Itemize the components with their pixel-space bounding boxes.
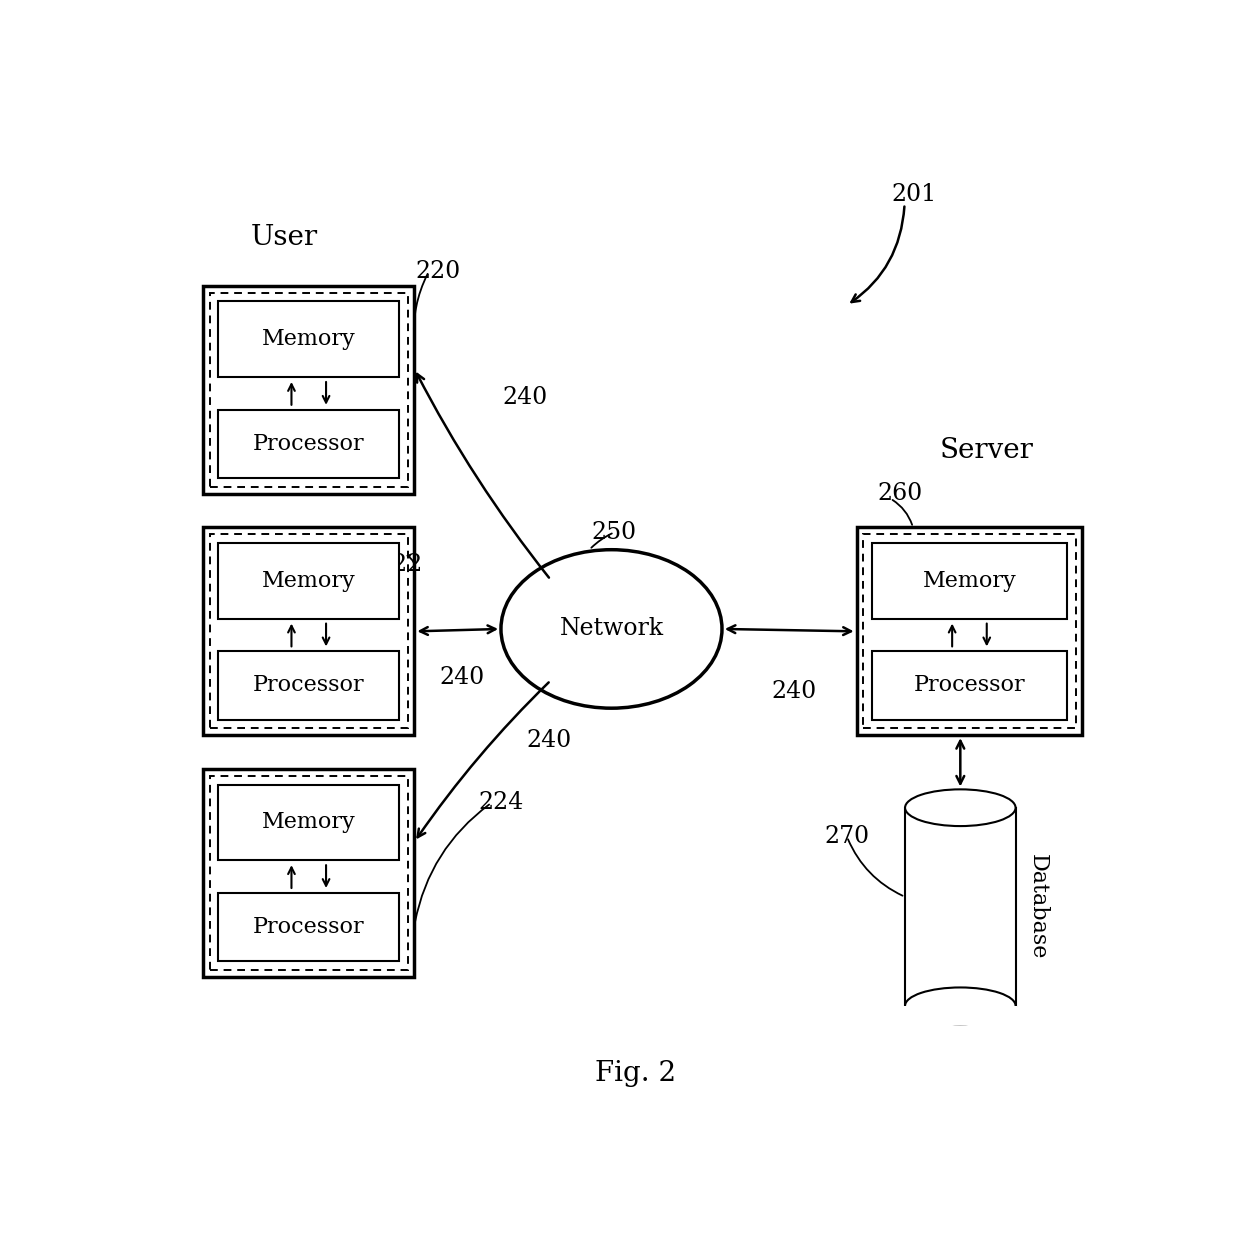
Bar xyxy=(905,808,1016,1005)
Text: Memory: Memory xyxy=(262,812,356,833)
Text: Network: Network xyxy=(559,617,663,640)
Text: 250: 250 xyxy=(591,521,637,543)
Bar xyxy=(203,769,414,976)
Bar xyxy=(210,776,408,970)
Ellipse shape xyxy=(905,789,1016,826)
Ellipse shape xyxy=(905,988,1016,1024)
Text: Memory: Memory xyxy=(923,570,1017,592)
Bar xyxy=(218,892,399,961)
Bar xyxy=(863,535,1075,728)
Text: Server: Server xyxy=(940,437,1033,463)
Bar xyxy=(903,1005,1018,1025)
Text: 240: 240 xyxy=(771,680,817,703)
Bar xyxy=(218,651,399,720)
Text: 224: 224 xyxy=(479,792,523,814)
Bar xyxy=(872,651,1066,720)
Bar xyxy=(218,409,399,478)
Text: 201: 201 xyxy=(892,182,936,206)
Bar xyxy=(203,527,414,735)
Bar xyxy=(857,527,1083,735)
Text: 222: 222 xyxy=(377,552,423,576)
Text: Memory: Memory xyxy=(262,329,356,350)
Bar xyxy=(210,292,408,487)
Text: 270: 270 xyxy=(825,826,869,848)
Bar xyxy=(872,543,1066,619)
Bar xyxy=(218,784,399,861)
Text: 240: 240 xyxy=(440,665,485,689)
Text: 240: 240 xyxy=(502,385,548,409)
Text: 240: 240 xyxy=(527,729,572,752)
Text: Fig. 2: Fig. 2 xyxy=(595,1060,676,1087)
Bar xyxy=(203,286,414,493)
Text: Processor: Processor xyxy=(253,433,365,454)
Text: Memory: Memory xyxy=(262,570,356,592)
Text: 260: 260 xyxy=(877,482,923,506)
Text: User: User xyxy=(250,225,319,251)
Bar xyxy=(218,301,399,378)
Text: 220: 220 xyxy=(415,260,461,282)
Ellipse shape xyxy=(501,550,722,708)
Bar xyxy=(210,535,408,728)
Text: Processor: Processor xyxy=(253,916,365,937)
Text: Database: Database xyxy=(1027,855,1049,960)
Text: Processor: Processor xyxy=(914,674,1025,697)
Bar xyxy=(218,543,399,619)
Text: Processor: Processor xyxy=(253,674,365,697)
